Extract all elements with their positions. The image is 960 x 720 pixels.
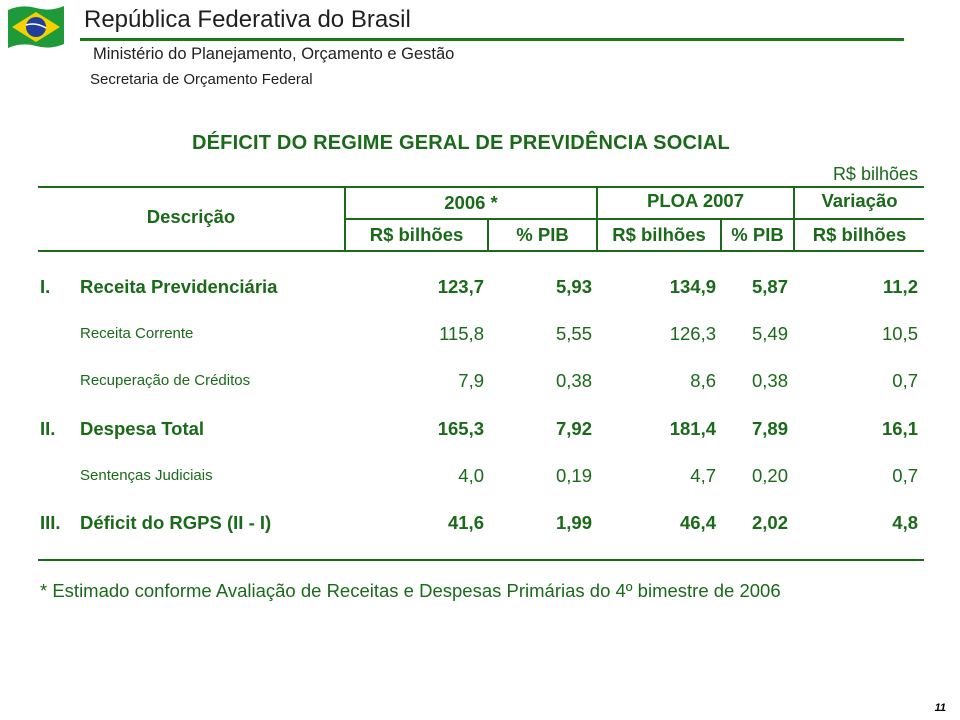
secretariat-subtitle: Secretaria de Orçamento Federal [90,71,313,88]
table-cell: 4,8 [892,512,918,533]
header-sub: % PIB [516,224,569,245]
header-sub: % PIB [731,224,784,245]
table-footnote: * Estimado conforme Avaliação de Receita… [40,580,781,601]
table-cell: 10,5 [881,323,918,344]
row-number: III. [40,512,61,533]
row-label: Déficit do RGPS (II - I) [80,512,272,533]
table-top-rule [38,186,924,188]
table-cell: 0,38 [555,370,592,391]
brazil-flag-icon [8,6,64,48]
row-label: Receita Previdenciária [80,276,278,297]
table-cell: 16,1 [881,418,918,439]
table-cell: 0,20 [751,465,788,486]
table-cell: 11,2 [883,276,918,297]
table-header-rule [38,250,924,252]
table-cell: 0,19 [555,465,592,486]
table-cell: 0,7 [892,370,918,391]
header-group-variacao: Variação [821,190,898,211]
table-cell: 0,38 [751,370,788,391]
page-title: República Federativa do Brasil [84,6,411,33]
row-number: I. [40,276,51,297]
table-cell: 41,6 [447,512,484,533]
table-cell: 5,49 [751,323,788,344]
table-title: DÉFICIT DO REGIME GERAL DE PREVIDÊNCIA S… [192,132,730,154]
table-cell: 123,7 [437,276,484,297]
header-group-rule [344,218,924,220]
table-cell: 4,7 [690,465,716,486]
table-cell: 5,87 [751,276,788,297]
table-cell: 126,3 [669,323,716,344]
row-label: Sentenças Judiciais [80,467,213,484]
title-divider [80,38,904,41]
unit-label: R$ bilhões [832,164,918,184]
col-divider [720,219,722,251]
table-cell: 115,8 [439,323,484,344]
header-sub: R$ bilhões [369,224,464,245]
header-descricao: Descrição [146,206,236,227]
table-cell: 46,4 [679,512,716,533]
table-cell: 4,0 [458,465,484,486]
table-cell: 7,92 [555,418,592,439]
row-label: Receita Corrente [80,325,194,342]
table-cell: 134,9 [669,276,716,297]
table-cell: 2,02 [751,512,788,533]
header-group-ploa: PLOA 2007 [647,190,744,211]
row-number: II. [40,418,56,439]
header-sub: R$ bilhões [812,224,907,245]
table-cell: 165,3 [437,418,484,439]
table-cell: 181,4 [669,418,716,439]
header-sub: R$ bilhões [612,224,706,245]
table-bottom-rule [38,559,924,561]
col-divider [487,219,489,251]
ministry-subtitle: Ministério do Planejamento, Orçamento e … [93,45,455,63]
table-cell: 5,93 [555,276,592,297]
row-label: Despesa Total [80,418,205,439]
table-cell: 5,55 [555,323,592,344]
header-group-2006: 2006 * [444,192,498,213]
table-cell: 1,99 [555,512,592,533]
table-cell: 7,89 [751,418,788,439]
page-number: 11 [934,702,946,714]
table-cell: 0,7 [892,465,918,486]
table-cell: 8,6 [690,370,716,391]
table-cell: 7,9 [458,370,484,391]
row-label: Recuperação de Créditos [80,372,251,389]
